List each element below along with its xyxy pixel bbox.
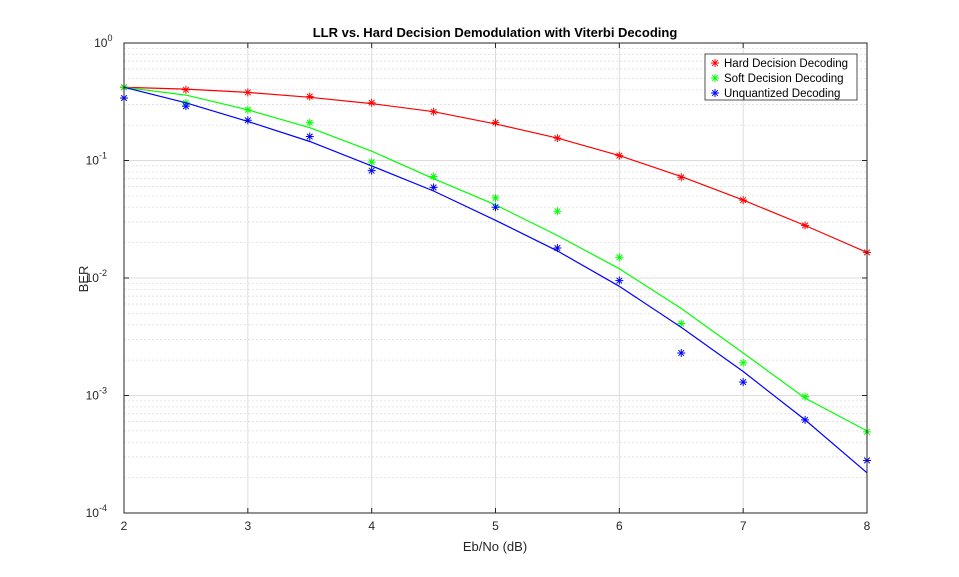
- data-point-hard-decision-decoding: [553, 134, 562, 143]
- marker-stroke: [616, 254, 623, 261]
- marker-stroke: [711, 74, 719, 82]
- marker-stroke: [678, 349, 685, 357]
- data-point-soft-decision-decoding: [677, 319, 686, 328]
- marker-stroke: [244, 106, 251, 113]
- data-point-unquantized-decoding: [739, 378, 748, 387]
- data-point-hard-decision-decoding: [615, 151, 624, 160]
- marker-stroke: [801, 416, 809, 424]
- data-point-hard-decision-decoding: [491, 118, 500, 127]
- data-point-unquantized-decoding: [677, 348, 686, 357]
- marker-stroke: [244, 117, 251, 124]
- data-point-hard-decision-decoding: [181, 85, 190, 94]
- data-point-unquantized-decoding: [429, 183, 438, 192]
- data-point-unquantized-decoding: [181, 102, 190, 111]
- legend-entry-hard-decision-decoding: Hard Decision Decoding: [711, 58, 848, 70]
- marker-stroke: [740, 196, 747, 204]
- data-point-soft-decision-decoding: [553, 207, 562, 216]
- data-point-unquantized-decoding: [801, 415, 810, 424]
- marker-stroke: [554, 244, 561, 252]
- x-tick-label: 6: [616, 519, 623, 533]
- marker-stroke: [801, 222, 809, 229]
- data-point-soft-decision-decoding: [305, 118, 314, 127]
- marker-stroke: [740, 359, 747, 366]
- x-tick-label: 7: [740, 519, 747, 533]
- marker-stroke: [244, 89, 251, 96]
- marker-stroke: [554, 134, 561, 142]
- legend-entry-unquantized-decoding: Unquantized Decoding: [711, 88, 840, 100]
- legend-entry-soft-decision-decoding: Soft Decision Decoding: [711, 73, 844, 85]
- marker-stroke: [182, 86, 190, 93]
- legend-box: [704, 53, 858, 101]
- data-point-soft-decision-decoding: [801, 392, 810, 401]
- y-axis-ticks: 100 10-1 10-2 10-3 10-4: [86, 33, 867, 520]
- data-point-soft-decision-decoding: [429, 172, 438, 181]
- legend-marker: [711, 74, 719, 82]
- x-axis-label: Eb/No (dB): [463, 539, 527, 554]
- marker-stroke: [616, 277, 623, 284]
- data-point-hard-decision-decoding: [367, 98, 376, 107]
- series-layer: [120, 83, 871, 474]
- marker-stroke: [740, 378, 747, 386]
- legend-label: Hard Decision Decoding: [724, 58, 848, 70]
- marker-stroke: [368, 158, 375, 166]
- data-point-soft-decision-decoding: [615, 253, 624, 262]
- series-unquantized-decoding: [120, 86, 871, 474]
- marker-stroke: [182, 103, 190, 110]
- y-tick-label: 10-3: [86, 386, 107, 403]
- data-point-hard-decision-decoding: [739, 196, 748, 205]
- marker-stroke: [430, 184, 437, 191]
- data-point-unquantized-decoding: [243, 116, 252, 125]
- marker-stroke: [492, 194, 499, 202]
- data-point-unquantized-decoding: [553, 244, 562, 253]
- x-tick-label: 5: [492, 519, 499, 533]
- data-point-hard-decision-decoding: [801, 221, 810, 230]
- marker-stroke: [711, 89, 719, 97]
- data-point-unquantized-decoding: [305, 132, 314, 141]
- data-point-soft-decision-decoding: [491, 193, 500, 202]
- legend-label: Soft Decision Decoding: [724, 73, 844, 85]
- chart-title: LLR vs. Hard Decision Demodulation with …: [313, 25, 678, 40]
- legend: Hard Decision Decoding Soft Decision Deco…: [704, 53, 858, 101]
- y-tick-label: 10-2: [86, 268, 107, 285]
- data-point-hard-decision-decoding: [677, 173, 686, 182]
- data-point-soft-decision-decoding: [739, 358, 748, 367]
- legend-marker: [711, 89, 719, 97]
- legend-label: Unquantized Decoding: [724, 88, 840, 100]
- x-axis-ticks: 2 3 4 5 6 7 8: [121, 43, 871, 533]
- data-point-soft-decision-decoding: [367, 158, 376, 167]
- marker-stroke: [430, 108, 437, 115]
- marker-stroke: [306, 119, 313, 126]
- data-point-hard-decision-decoding: [243, 88, 252, 97]
- marker-stroke: [554, 208, 561, 215]
- marker-stroke: [711, 59, 719, 67]
- data-point-unquantized-decoding: [367, 166, 376, 175]
- y-tick-label: 10-1: [86, 151, 107, 168]
- marker-stroke: [678, 320, 685, 327]
- y-tick-label: 10-4: [86, 503, 107, 520]
- data-point-hard-decision-decoding: [305, 92, 314, 101]
- y-axis-label: BER: [76, 266, 91, 293]
- x-tick-label: 3: [244, 519, 251, 533]
- legend-marker: [711, 59, 719, 67]
- marker-stroke: [368, 99, 375, 106]
- data-point-hard-decision-decoding: [429, 107, 438, 116]
- marker-stroke: [678, 174, 685, 181]
- data-point-unquantized-decoding: [615, 276, 624, 285]
- x-tick-label: 4: [368, 519, 375, 533]
- y-tick-label: 100: [94, 33, 112, 50]
- marker-stroke: [492, 119, 499, 126]
- marker-stroke: [306, 133, 313, 140]
- marker-stroke: [368, 167, 375, 174]
- x-tick-label: 8: [864, 519, 871, 533]
- marker-stroke: [306, 93, 313, 100]
- marker-stroke: [492, 204, 499, 211]
- data-point-soft-decision-decoding: [243, 105, 252, 114]
- marker-stroke: [616, 152, 623, 159]
- marker-stroke: [430, 173, 437, 180]
- data-point-unquantized-decoding: [491, 203, 500, 212]
- x-tick-label: 2: [121, 519, 128, 533]
- marker-stroke: [801, 393, 809, 400]
